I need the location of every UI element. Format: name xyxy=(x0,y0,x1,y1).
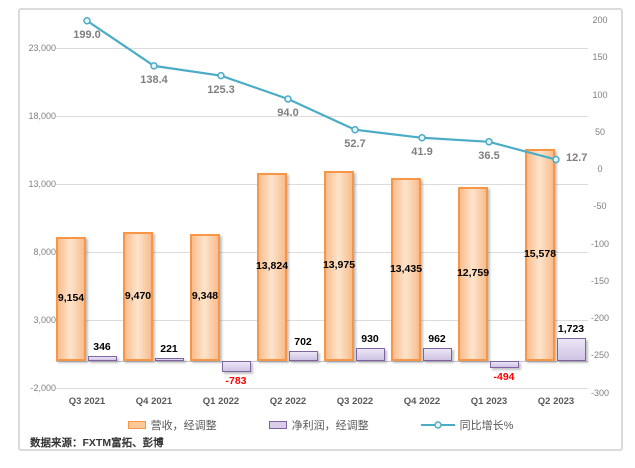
right-axis-tick: 100 xyxy=(592,89,608,100)
profit-bar xyxy=(356,348,385,361)
right-axis-tick: -150 xyxy=(590,275,610,286)
legend-item-profit: 净利润，经调整 xyxy=(268,417,369,433)
legend-label-revenue: 营收，经调整 xyxy=(150,420,217,432)
right-axis-tick: 50 xyxy=(594,126,606,137)
x-axis-label: Q2 2022 xyxy=(269,396,307,407)
legend-label-growth: 同比增长% xyxy=(459,420,514,432)
left-axis-tick: 23,000 xyxy=(28,43,56,54)
data-source-note: 数据来源：FXTM富拓、彭博 xyxy=(30,437,164,449)
growth-value-label: 41.9 xyxy=(411,145,433,158)
profit-value-label: 221 xyxy=(160,342,178,355)
growth-value-label: 52.7 xyxy=(344,137,366,150)
profit-bar xyxy=(557,337,586,361)
profit-value-label: -494 xyxy=(493,370,515,383)
gridline xyxy=(56,116,588,118)
revenue-bar xyxy=(257,172,287,361)
right-axis-tick: -100 xyxy=(590,238,610,249)
legend-item-growth: 同比增长% xyxy=(420,417,514,433)
left-axis-tick: 3,000 xyxy=(33,315,56,326)
profit-swatch-icon xyxy=(268,421,287,429)
revenue-value-label: 13,435 xyxy=(389,262,423,275)
profit-bar xyxy=(289,351,318,361)
profit-value-label: 702 xyxy=(294,336,312,349)
gridline xyxy=(56,48,588,50)
revenue-bar xyxy=(190,233,220,361)
legend-item-revenue: 营收，经调整 xyxy=(127,417,217,433)
x-axis-label: Q3 2022 xyxy=(336,396,374,407)
profit-bar xyxy=(222,361,251,372)
revenue-bar xyxy=(123,232,153,361)
profit-value-label: 346 xyxy=(93,341,111,354)
left-axis-tick: 18,000 xyxy=(28,111,56,122)
x-axis-label: Q4 2022 xyxy=(403,396,441,407)
growth-value-label: 199.0 xyxy=(73,28,101,41)
x-axis-line xyxy=(56,361,588,362)
revenue-bar xyxy=(458,187,488,361)
revenue-bar xyxy=(56,236,86,361)
profit-bar xyxy=(155,357,184,361)
profit-bar xyxy=(423,347,452,361)
profit-value-label: -783 xyxy=(225,374,247,387)
x-axis-label: Q4 2021 xyxy=(135,396,173,407)
profit-bar xyxy=(490,361,519,368)
revenue-swatch-icon xyxy=(127,421,146,429)
growth-value-label: 138.4 xyxy=(140,73,168,86)
gridline xyxy=(56,252,588,254)
legend-label-profit: 净利润，经调整 xyxy=(291,420,369,432)
profit-value-label: 962 xyxy=(428,332,446,345)
revenue-value-label: 15,578 xyxy=(523,248,557,261)
growth-value-label: 36.5 xyxy=(478,149,500,162)
left-axis-tick: -2,000 xyxy=(30,383,56,394)
right-axis-tick: -300 xyxy=(590,387,610,398)
right-axis-tick: 150 xyxy=(592,52,608,63)
revenue-bar xyxy=(525,149,555,361)
right-axis-tick: 200 xyxy=(592,15,608,25)
x-axis-label: Q1 2023 xyxy=(470,396,508,407)
x-axis-label: Q2 2023 xyxy=(537,396,575,407)
revenue-value-label: 12,759 xyxy=(456,267,490,280)
profit-value-label: 1,723 xyxy=(557,322,585,335)
revenue-value-label: 9,154 xyxy=(57,291,85,304)
revenue-value-label: 13,824 xyxy=(255,259,289,272)
revenue-value-label: 9,470 xyxy=(124,289,152,302)
revenue-value-label: 13,975 xyxy=(322,258,356,271)
growth-value-label: 12.7 xyxy=(566,151,588,164)
right-axis-tick: -200 xyxy=(590,313,610,323)
growth-value-label: 125.3 xyxy=(207,83,235,96)
left-axis-tick: 13,000 xyxy=(28,179,56,190)
revenue-bar xyxy=(391,178,421,361)
chart-legend: 营收，经调整 净利润，经调整 同比增长% xyxy=(18,417,623,433)
profit-bar xyxy=(88,356,117,361)
line-marker-swatch-icon xyxy=(420,421,455,429)
revenue-value-label: 9,348 xyxy=(191,290,219,303)
profit-value-label: 930 xyxy=(361,333,379,346)
right-axis-tick: 0 xyxy=(597,164,603,174)
gridline xyxy=(56,388,588,390)
gridline xyxy=(56,184,588,186)
x-axis-label: Q1 2022 xyxy=(202,396,240,407)
right-axis-tick: -50 xyxy=(593,201,607,212)
gridline xyxy=(56,320,588,322)
right-axis-tick: -250 xyxy=(590,350,610,361)
x-axis-label: Q3 2021 xyxy=(68,396,106,407)
growth-value-label: 94.0 xyxy=(277,106,299,119)
left-axis-tick: 8,000 xyxy=(33,247,56,258)
revenue-bar xyxy=(324,170,354,361)
